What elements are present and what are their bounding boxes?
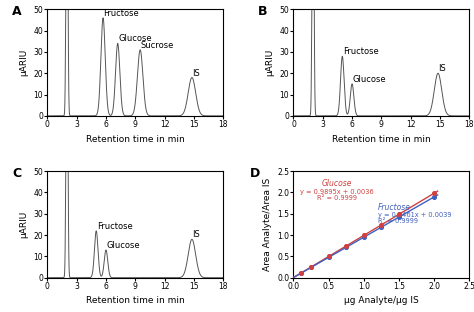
X-axis label: μg Analyte/μg IS: μg Analyte/μg IS — [344, 296, 419, 305]
Text: Sucrose: Sucrose — [141, 41, 174, 50]
Point — [342, 243, 350, 248]
Point — [297, 271, 304, 276]
Y-axis label: μARIU: μARIU — [19, 211, 28, 238]
Point — [395, 212, 403, 217]
Point — [430, 194, 438, 199]
Point — [395, 215, 403, 220]
Y-axis label: Area Analyte/Area IS: Area Analyte/Area IS — [263, 178, 272, 271]
Text: R² = 0.9999: R² = 0.9999 — [378, 218, 418, 224]
Point — [325, 254, 332, 259]
Text: Fructose: Fructose — [343, 47, 379, 56]
Point — [430, 191, 438, 196]
X-axis label: Retention time in min: Retention time in min — [332, 134, 431, 144]
Text: IS: IS — [192, 230, 200, 239]
X-axis label: Retention time in min: Retention time in min — [86, 296, 185, 305]
Text: C: C — [12, 167, 21, 180]
Y-axis label: μARIU: μARIU — [265, 49, 274, 76]
Text: A: A — [12, 5, 22, 18]
Text: Fructose: Fructose — [378, 203, 411, 212]
Point — [360, 233, 368, 238]
Point — [297, 271, 304, 276]
Text: IS: IS — [438, 64, 446, 73]
Text: y = 0.9461x + 0.0039: y = 0.9461x + 0.0039 — [378, 212, 451, 218]
Point — [378, 225, 385, 230]
Point — [378, 222, 385, 227]
Text: Glucose: Glucose — [118, 34, 152, 43]
Text: Fructose: Fructose — [97, 222, 132, 231]
Point — [307, 265, 315, 270]
X-axis label: Retention time in min: Retention time in min — [86, 134, 185, 144]
Point — [325, 255, 332, 260]
Text: D: D — [249, 167, 260, 180]
Text: IS: IS — [192, 69, 200, 77]
Text: Fructose: Fructose — [103, 9, 139, 18]
Text: Glucose: Glucose — [322, 179, 352, 188]
Point — [342, 245, 350, 250]
Y-axis label: μARIU: μARIU — [19, 49, 28, 76]
Text: Glucose: Glucose — [353, 75, 386, 84]
Point — [360, 235, 368, 240]
Text: y = 0.9895x + 0.0036: y = 0.9895x + 0.0036 — [300, 189, 374, 195]
Text: B: B — [258, 5, 268, 18]
Point — [307, 265, 315, 270]
Text: R² = 0.9999: R² = 0.9999 — [317, 195, 357, 201]
Text: Glucose: Glucose — [107, 241, 140, 250]
